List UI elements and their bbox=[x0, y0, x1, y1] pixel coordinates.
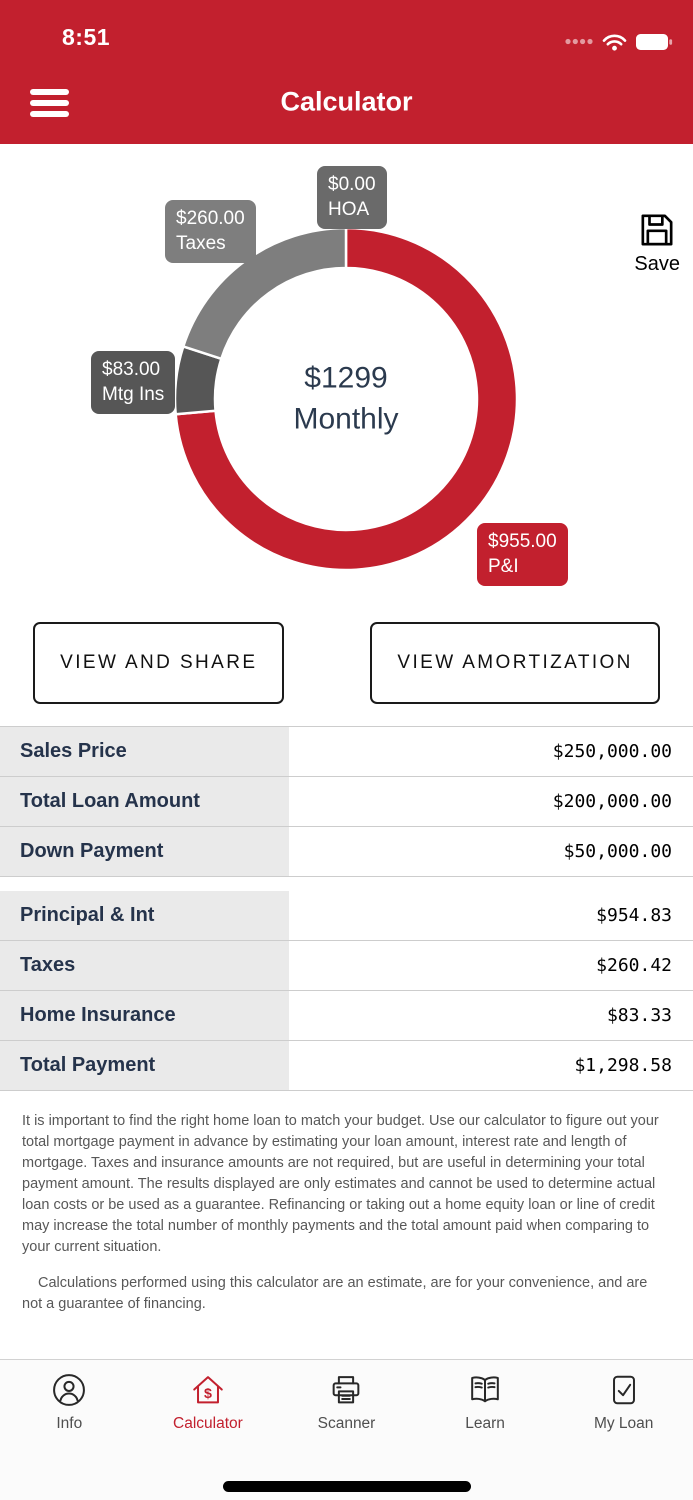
row-value: $50,000.00 bbox=[563, 841, 672, 862]
tab-label: Learn bbox=[465, 1415, 505, 1432]
table-row-down-payment: Down Payment $50,000.00 bbox=[0, 827, 693, 877]
monthly-total-value: $1299 bbox=[304, 361, 388, 395]
mortgage-insurance-callout: $83.00 Mtg Ins bbox=[91, 351, 176, 414]
status-time: 8:51 bbox=[62, 24, 111, 50]
taxes-callout: $260.00 Taxes bbox=[165, 200, 256, 263]
tab-my-loan[interactable]: My Loan bbox=[554, 1371, 693, 1433]
mortgage-insurance-label: Mtg Ins bbox=[102, 384, 165, 406]
hoa-label: HOA bbox=[328, 199, 370, 221]
table-row-total-loan-amount: Total Loan Amount $200,000.00 bbox=[0, 777, 693, 827]
donut-slice-p-i bbox=[174, 226, 519, 572]
view-amortization-button[interactable]: VIEW AMORTIZATION bbox=[370, 622, 660, 704]
principal-interest-callout: $955.00 P&I bbox=[477, 523, 568, 586]
row-value: $260.42 bbox=[596, 955, 672, 976]
disclaimer-text: It is important to find the right home l… bbox=[0, 1091, 693, 1359]
table-row-sales-price: Sales Price $250,000.00 bbox=[0, 727, 693, 777]
hoa-callout: $0.00 HOA bbox=[317, 166, 387, 229]
principal-interest-value: $955.00 bbox=[488, 531, 557, 552]
disclaimer-paragraph-2: Calculations performed using this calcul… bbox=[22, 1275, 648, 1313]
wifi-icon bbox=[602, 34, 627, 51]
row-value: $250,000.00 bbox=[552, 741, 672, 762]
tab-calculator[interactable]: $ Calculator bbox=[139, 1371, 278, 1433]
printer-icon bbox=[333, 1376, 360, 1404]
table-row-taxes: Taxes $260.42 bbox=[0, 941, 693, 991]
action-buttons: VIEW AND SHARE VIEW AMORTIZATION bbox=[0, 600, 693, 726]
row-label: Taxes bbox=[0, 941, 289, 990]
principal-interest-label: P&I bbox=[488, 556, 519, 578]
table-row-home-insurance: Home Insurance $83.33 bbox=[0, 991, 693, 1041]
page-title: Calculator bbox=[280, 86, 413, 117]
save-button[interactable]: Save bbox=[634, 210, 680, 276]
taxes-label: Taxes bbox=[176, 233, 226, 255]
view-and-share-button[interactable]: VIEW AND SHARE bbox=[33, 622, 285, 704]
home-indicator[interactable] bbox=[222, 1481, 471, 1492]
open-book-icon bbox=[471, 1376, 499, 1403]
battery-icon bbox=[636, 33, 673, 50]
row-label: Principal & Int bbox=[0, 891, 289, 940]
tabs: Info $ Calculator Sc bbox=[0, 1360, 693, 1433]
tab-label: My Loan bbox=[593, 1415, 654, 1432]
menu-button[interactable] bbox=[30, 84, 69, 122]
row-label: Total Loan Amount bbox=[0, 777, 289, 826]
row-value: $83.33 bbox=[606, 1005, 672, 1026]
document-check-icon bbox=[612, 1375, 635, 1405]
row-value: $954.83 bbox=[596, 905, 672, 926]
person-circle-icon bbox=[53, 1374, 86, 1406]
tab-label: Calculator bbox=[173, 1415, 243, 1432]
save-label: Save bbox=[634, 253, 680, 275]
table-group-divider bbox=[0, 877, 693, 891]
tab-label: Info bbox=[56, 1415, 83, 1432]
taxes-value: $260.00 bbox=[176, 208, 245, 229]
menu-icon bbox=[30, 89, 69, 95]
row-value: $1,298.58 bbox=[574, 1055, 672, 1076]
disclaimer-paragraph-1: It is important to find the right home l… bbox=[22, 1113, 659, 1256]
mortgage-insurance-value: $83.00 bbox=[102, 359, 161, 380]
table-row-principal-interest: Principal & Int $954.83 bbox=[0, 891, 693, 941]
loan-summary-table: Sales Price $250,000.00 Total Loan Amoun… bbox=[0, 726, 693, 1091]
payment-chart-section: $1299 Monthly $0.00 HOA $260.00 Taxes $8… bbox=[0, 144, 693, 600]
house-dollar-icon: $ bbox=[193, 1376, 223, 1404]
status-icons bbox=[564, 32, 673, 51]
hoa-value: $0.00 bbox=[328, 174, 376, 195]
svg-text:$: $ bbox=[204, 1386, 212, 1402]
save-icon bbox=[641, 214, 673, 246]
row-label: Total Payment bbox=[0, 1041, 289, 1090]
row-label: Sales Price bbox=[0, 727, 289, 776]
cellular-signal-icon bbox=[565, 38, 593, 45]
row-value: $200,000.00 bbox=[552, 791, 672, 812]
status-bar: 8:51 bbox=[0, 0, 693, 60]
tab-label: Scanner bbox=[317, 1415, 376, 1432]
table-row-total-payment: Total Payment $1,298.58 bbox=[0, 1041, 693, 1091]
tab-learn[interactable]: Learn bbox=[416, 1371, 555, 1433]
tab-scanner[interactable]: Scanner bbox=[277, 1371, 416, 1433]
monthly-total-label: Monthly bbox=[293, 403, 399, 436]
row-label: Home Insurance bbox=[0, 991, 289, 1040]
tab-bar: Info $ Calculator Sc bbox=[0, 1359, 693, 1500]
header: Calculator bbox=[0, 60, 693, 144]
chart-center-text: $1299 Monthly bbox=[293, 358, 398, 441]
row-label: Down Payment bbox=[0, 827, 289, 876]
tab-info[interactable]: Info bbox=[0, 1371, 139, 1433]
